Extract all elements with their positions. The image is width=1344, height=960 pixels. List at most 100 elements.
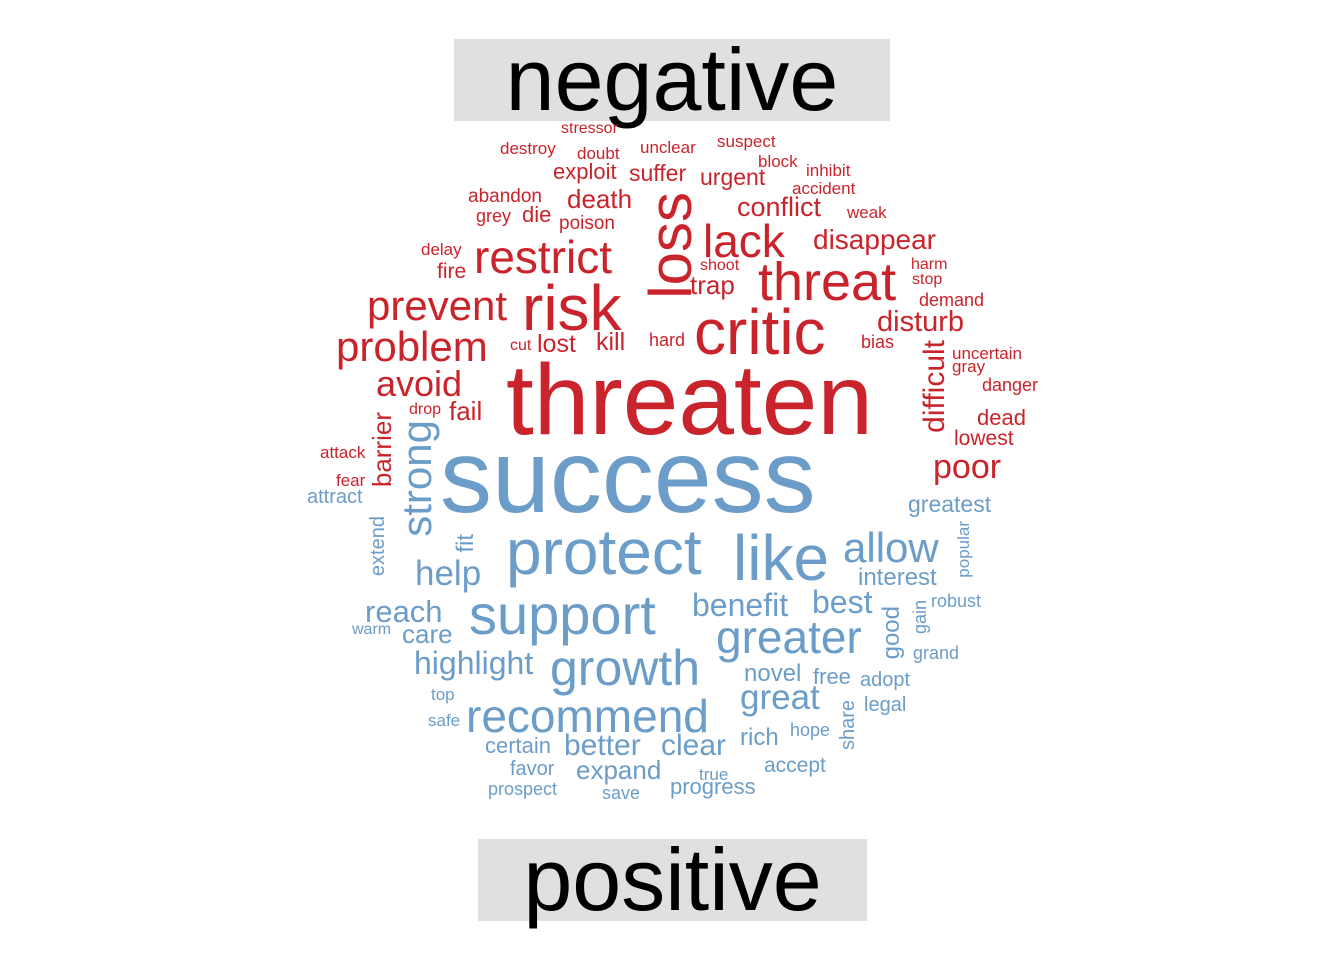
positive-word-novel: novel bbox=[744, 660, 802, 687]
negative-word-gray: gray bbox=[952, 357, 986, 376]
positive-label-text: positive bbox=[523, 830, 822, 929]
negative-word-fail: fail bbox=[449, 396, 483, 426]
negative-word-uncertain: uncertain bbox=[952, 344, 1022, 363]
negative-word-disturb: disturb bbox=[877, 306, 965, 338]
negative-word-fear: fear bbox=[336, 471, 366, 490]
negative-word-grey: grey bbox=[476, 206, 512, 226]
positive-word-true: true bbox=[699, 765, 729, 784]
positive-word-grand: grand bbox=[913, 643, 960, 663]
negative-word-doubt: doubt bbox=[577, 144, 620, 163]
positive-word-care: care bbox=[402, 619, 453, 649]
positive-word-greater: greater bbox=[716, 611, 862, 663]
positive-word-help: help bbox=[415, 554, 482, 593]
negative-word-suffer: suffer bbox=[629, 160, 687, 186]
negative-label-text: negative bbox=[505, 30, 839, 129]
negative-word-die: die bbox=[522, 202, 552, 227]
positive-word-highlight: highlight bbox=[414, 645, 534, 681]
positive-group-label: positive bbox=[478, 830, 867, 929]
negative-word-bias: bias bbox=[861, 332, 895, 352]
positive-word-greatest: greatest bbox=[908, 491, 992, 517]
negative-word-fire: fire bbox=[437, 260, 467, 283]
positive-word-adopt: adopt bbox=[860, 669, 911, 691]
negative-word-difficult: difficult bbox=[918, 340, 951, 433]
negative-word-block: block bbox=[758, 152, 798, 171]
negative-word-avoid: avoid bbox=[376, 363, 463, 404]
positive-word-success: success bbox=[440, 419, 816, 535]
positive-word-best: best bbox=[812, 584, 873, 620]
positive-word-share: share bbox=[837, 700, 859, 751]
positive-word-accept: accept bbox=[764, 754, 826, 777]
positive-word-strong: strong bbox=[393, 420, 440, 537]
negative-word-barrier: barrier bbox=[367, 412, 397, 488]
positive-word-favor: favor bbox=[510, 758, 555, 780]
negative-word-weak: weak bbox=[847, 203, 887, 222]
negative-word-urgent: urgent bbox=[700, 164, 766, 190]
positive-word-better: better bbox=[564, 729, 641, 762]
negative-word-critic: critic bbox=[694, 296, 826, 368]
negative-word-stressor: stressor bbox=[561, 120, 618, 137]
negative-word-inhibit: inhibit bbox=[806, 161, 851, 180]
negative-word-accident: accident bbox=[792, 179, 856, 198]
negative-word-disappear: disappear bbox=[813, 224, 936, 255]
negative-word-lowest: lowest bbox=[954, 427, 1014, 450]
positive-word-legal: legal bbox=[864, 694, 907, 716]
positive-word-popular: popular bbox=[954, 521, 973, 578]
negative-word-attack: attack bbox=[320, 443, 366, 462]
negative-word-conflict: conflict bbox=[737, 192, 822, 222]
positive-word-warm: warm bbox=[352, 621, 392, 638]
negative-word-drop: drop bbox=[409, 401, 442, 418]
positive-word-like: like bbox=[733, 522, 830, 594]
positive-word-reach: reach bbox=[365, 594, 443, 629]
negative-word-shoot: shoot bbox=[700, 257, 740, 274]
negative-word-trap: trap bbox=[690, 270, 735, 300]
negative-word-danger: danger bbox=[982, 375, 1039, 395]
negative-word-suspect: suspect bbox=[717, 132, 776, 151]
negative-word-lost: lost bbox=[537, 330, 576, 358]
positive-word-fit: fit bbox=[452, 534, 479, 553]
positive-word-growth: growth bbox=[550, 640, 701, 696]
positive-word-certain: certain bbox=[485, 733, 552, 758]
positive-word-rich: rich bbox=[740, 724, 779, 751]
positive-word-attract: attract bbox=[307, 486, 363, 508]
negative-word-poison: poison bbox=[559, 213, 615, 234]
negative-word-risk: risk bbox=[522, 272, 622, 344]
negative-word-delay: delay bbox=[421, 240, 462, 259]
negative-word-harm: harm bbox=[911, 256, 948, 273]
positive-word-prospect: prospect bbox=[488, 779, 558, 799]
negative-word-kill: kill bbox=[596, 328, 626, 356]
positive-word-good: good bbox=[878, 606, 905, 660]
positive-word-hope: hope bbox=[790, 720, 831, 740]
positive-word-clear: clear bbox=[661, 729, 727, 762]
negative-word-abandon: abandon bbox=[468, 186, 542, 207]
positive-word-support: support bbox=[469, 583, 656, 646]
negative-word-destroy: destroy bbox=[500, 139, 556, 158]
positive-word-great: great bbox=[740, 678, 820, 717]
negative-word-cut: cut bbox=[510, 337, 532, 354]
positive-word-protect: protect bbox=[506, 516, 702, 588]
negative-word-lack: lack bbox=[703, 215, 785, 267]
negative-group-label: negative bbox=[454, 30, 890, 129]
negative-word-dead: dead bbox=[977, 405, 1026, 430]
positive-word-safe: safe bbox=[428, 711, 461, 730]
positive-word-gain: gain bbox=[910, 600, 930, 635]
negative-word-restrict: restrict bbox=[474, 231, 612, 283]
positive-word-interest: interest bbox=[858, 564, 937, 591]
negative-word-threat: threat bbox=[758, 252, 897, 312]
negative-word-hard: hard bbox=[649, 330, 686, 350]
positive-word-save: save bbox=[602, 783, 641, 803]
positive-word-free: free bbox=[813, 664, 851, 689]
positive-word-allow: allow bbox=[843, 524, 939, 571]
positive-word-recommend: recommend bbox=[466, 690, 709, 742]
positive-word-top: top bbox=[431, 685, 455, 704]
negative-word-poor: poor bbox=[933, 448, 1002, 486]
negative-word-problem: problem bbox=[336, 323, 488, 370]
positive-word-progress: progress bbox=[670, 774, 756, 799]
positive-word-robust: robust bbox=[931, 591, 982, 611]
negative-word-death: death bbox=[567, 184, 633, 214]
positive-word-extend: extend bbox=[367, 516, 389, 577]
negative-word-unclear: unclear bbox=[640, 138, 696, 157]
negative-word-threaten: threaten bbox=[506, 344, 873, 456]
negative-word-exploit: exploit bbox=[553, 159, 617, 184]
positive-word-benefit: benefit bbox=[692, 587, 789, 623]
